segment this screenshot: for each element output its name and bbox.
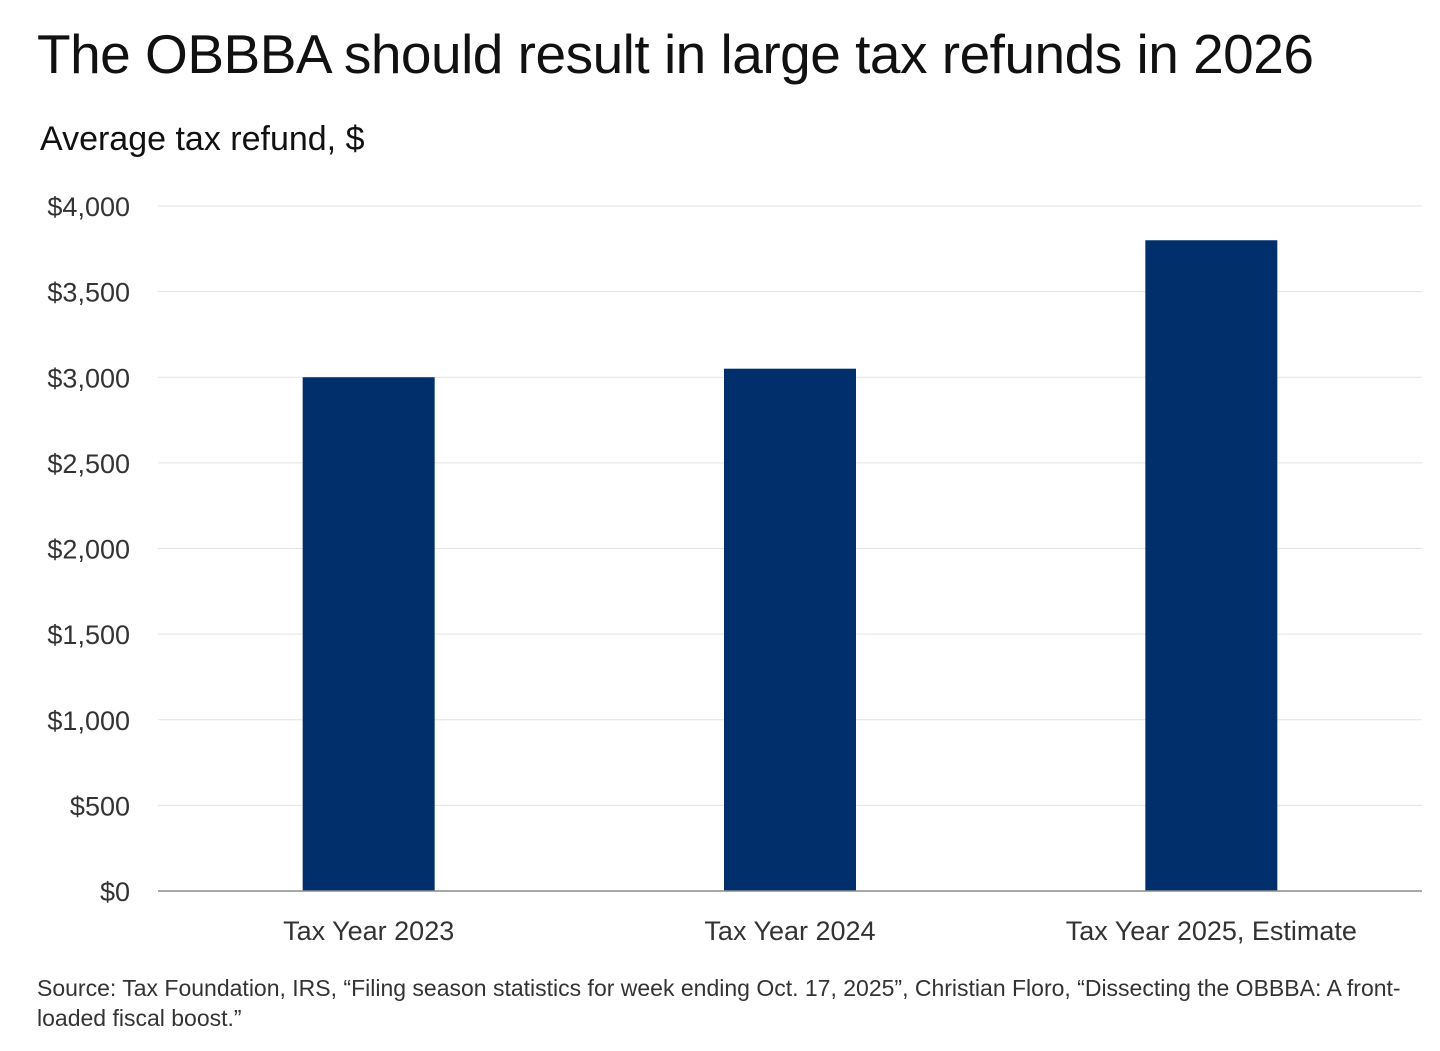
y-tick-label: $3,500 [47,278,130,308]
source-note: Source: Tax Foundation, IRS, “Filing sea… [37,975,1401,1031]
x-tick-label: Tax Year 2024 [704,916,875,946]
bar-chart: $0 $500 $1,000 $1,500 $2,000 $2,500 $3,000 $3,5… [47,192,1422,946]
bar [1145,240,1278,891]
y-tick-label: $3,000 [47,363,130,393]
y-axis-label: Average tax refund, $ [40,120,365,158]
y-tick-label: $1,500 [47,620,130,650]
y-tick-label: $4,000 [47,192,130,222]
chart-title: The OBBBA should result in large tax ref… [37,23,1314,85]
y-tick-label: $1,000 [47,706,130,736]
bar [302,377,435,891]
bar [724,368,856,891]
y-tick-label: $2,500 [47,449,130,479]
y-tick-label: $500 [70,791,130,821]
y-tick-label: $0 [100,877,130,907]
x-tick-label: Tax Year 2025, Estimate [1066,916,1357,946]
x-tick-label: Tax Year 2023 [283,916,454,946]
y-tick-label: $2,000 [47,535,130,565]
